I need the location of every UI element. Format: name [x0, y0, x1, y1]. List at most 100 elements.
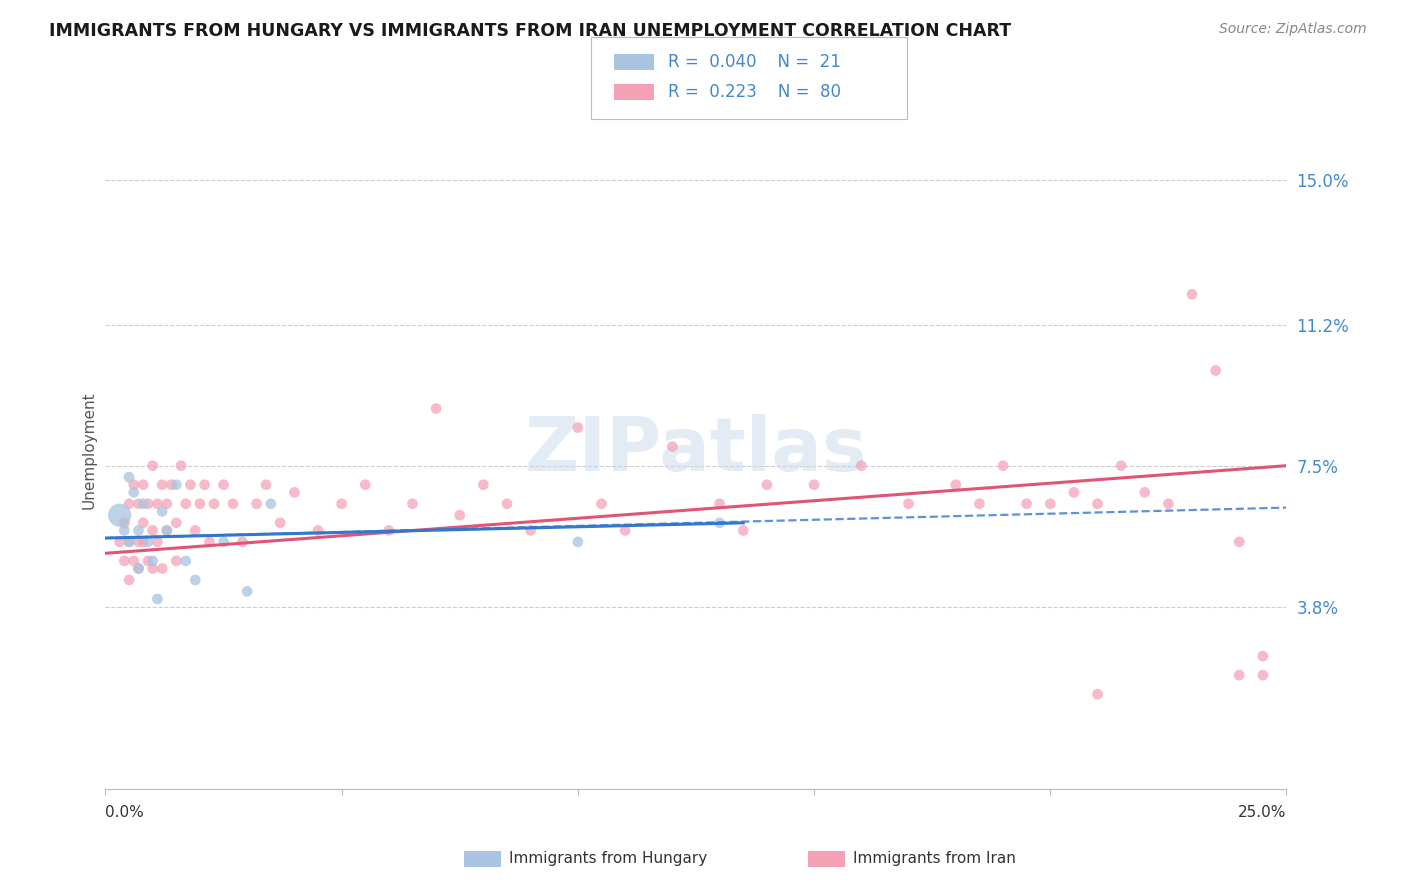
Point	[269, 516, 291, 530]
Point	[212, 534, 235, 549]
Point	[136, 534, 159, 549]
Point	[222, 497, 245, 511]
Point	[118, 573, 141, 587]
Point	[179, 477, 201, 491]
Point	[128, 561, 150, 575]
Text: Immigrants from Iran: Immigrants from Iran	[853, 852, 1017, 866]
Point	[614, 524, 637, 538]
Text: Source: ZipAtlas.com: Source: ZipAtlas.com	[1219, 22, 1367, 37]
Point	[1133, 485, 1156, 500]
Text: Immigrants from Hungary: Immigrants from Hungary	[509, 852, 707, 866]
Point	[108, 508, 131, 523]
Point	[132, 516, 155, 530]
Point	[449, 508, 471, 523]
Point	[1227, 668, 1250, 682]
Point	[165, 554, 187, 568]
Point	[122, 485, 145, 500]
Point	[136, 554, 159, 568]
Point	[496, 497, 519, 511]
Point	[1205, 363, 1227, 377]
Y-axis label: Unemployment: Unemployment	[82, 392, 97, 509]
Point	[803, 477, 825, 491]
Point	[156, 497, 179, 511]
Point	[112, 554, 135, 568]
Point	[122, 554, 145, 568]
Point	[212, 477, 235, 491]
Point	[118, 534, 141, 549]
Point	[1039, 497, 1062, 511]
Point	[118, 497, 141, 511]
Point	[1157, 497, 1180, 511]
Point	[170, 458, 193, 473]
Point	[132, 497, 155, 511]
Point	[709, 497, 731, 511]
Point	[128, 534, 150, 549]
Point	[709, 516, 731, 530]
Point	[156, 524, 179, 538]
Point	[136, 497, 159, 511]
Point	[661, 440, 683, 454]
Text: R =  0.040    N =  21: R = 0.040 N = 21	[668, 53, 841, 70]
Point	[472, 477, 495, 491]
Point	[132, 477, 155, 491]
Point	[160, 477, 183, 491]
Point	[733, 524, 755, 538]
Point	[755, 477, 778, 491]
Point	[307, 524, 329, 538]
Point	[202, 497, 225, 511]
Point	[260, 497, 283, 511]
Point	[354, 477, 377, 491]
Point	[118, 534, 141, 549]
Point	[194, 477, 217, 491]
Point	[378, 524, 401, 538]
Point	[330, 497, 353, 511]
Point	[146, 534, 169, 549]
Point	[991, 458, 1014, 473]
Point	[174, 554, 197, 568]
Point	[1087, 497, 1109, 511]
Point	[567, 420, 589, 434]
Point	[188, 497, 211, 511]
Text: 25.0%: 25.0%	[1239, 805, 1286, 821]
Point	[122, 477, 145, 491]
Point	[118, 470, 141, 484]
Point	[174, 497, 197, 511]
Point	[142, 524, 165, 538]
Point	[142, 554, 165, 568]
Point	[283, 485, 305, 500]
Point	[112, 516, 135, 530]
Point	[254, 477, 277, 491]
Point	[128, 524, 150, 538]
Point	[128, 561, 150, 575]
Point	[231, 534, 253, 549]
Point	[112, 524, 135, 538]
Point	[150, 561, 173, 575]
Point	[156, 524, 179, 538]
Text: ZIPatlas: ZIPatlas	[524, 414, 868, 487]
Point	[1109, 458, 1132, 473]
Point	[1251, 649, 1274, 664]
Point	[1227, 534, 1250, 549]
Point	[1181, 287, 1204, 301]
Text: IMMIGRANTS FROM HUNGARY VS IMMIGRANTS FROM IRAN UNEMPLOYMENT CORRELATION CHART: IMMIGRANTS FROM HUNGARY VS IMMIGRANTS FR…	[49, 22, 1011, 40]
Point	[150, 504, 173, 518]
Point	[1251, 668, 1274, 682]
Point	[165, 516, 187, 530]
Point	[1015, 497, 1038, 511]
Point	[591, 497, 613, 511]
Text: R =  0.223    N =  80: R = 0.223 N = 80	[668, 83, 841, 101]
Point	[128, 497, 150, 511]
Point	[108, 534, 131, 549]
Point	[146, 592, 169, 607]
Point	[184, 524, 207, 538]
Point	[425, 401, 447, 416]
Point	[184, 573, 207, 587]
Point	[132, 534, 155, 549]
Point	[165, 477, 187, 491]
Point	[851, 458, 873, 473]
Point	[142, 458, 165, 473]
Point	[945, 477, 967, 491]
Point	[246, 497, 269, 511]
Point	[142, 561, 165, 575]
Text: 0.0%: 0.0%	[105, 805, 145, 821]
